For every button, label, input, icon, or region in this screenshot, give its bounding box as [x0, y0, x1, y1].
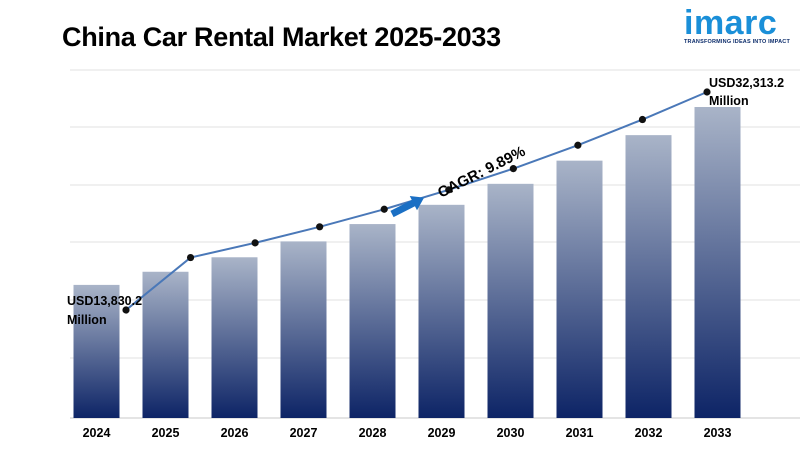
cagr-arrow-icon	[390, 195, 425, 218]
bar-2027	[280, 241, 327, 418]
x-tick-2028: 2028	[359, 426, 387, 440]
trend-point-2026	[251, 239, 259, 247]
logo-wordmark: imarc	[684, 4, 778, 42]
bar-2028	[349, 224, 396, 418]
trend-point-2025	[186, 253, 195, 262]
end-value-label: USD32,313.2	[709, 76, 784, 90]
imarc-logo: imarc TRANSFORMING IDEAS INTO IMPACT	[684, 4, 791, 45]
bar-2030	[487, 183, 534, 418]
x-tick-2032: 2032	[635, 426, 663, 440]
x-tick-2030: 2030	[497, 426, 525, 440]
x-tick-2024: 2024	[83, 426, 111, 440]
x-tick-2025: 2025	[152, 426, 180, 440]
x-axis-ticks: 2024 2025 2026 2027 2028 2029 2030 2031 2032 2033	[83, 426, 732, 440]
x-tick-2026: 2026	[221, 426, 249, 440]
bar-2025	[142, 271, 189, 418]
trend-point-2027	[316, 223, 324, 231]
logo-tagline: TRANSFORMING IDEAS INTO IMPACT	[684, 39, 791, 45]
bar-2031	[556, 160, 603, 419]
bars	[73, 107, 741, 419]
bar-2024	[73, 284, 120, 418]
start-value-label: USD13,830.2	[67, 294, 142, 308]
trend-point-2029	[445, 186, 453, 194]
x-tick-2031: 2031	[566, 426, 594, 440]
trend-point-2030	[509, 165, 517, 173]
bar-2032	[625, 135, 672, 418]
end-value-unit: Million	[709, 94, 749, 108]
chart-title: China Car Rental Market 2025-2033	[62, 22, 501, 52]
bar-2026	[211, 257, 258, 418]
trend-point-2028	[380, 205, 388, 213]
trend-point-2024	[122, 306, 130, 314]
bar-2033	[694, 107, 741, 418]
trend-point-2033	[703, 88, 711, 96]
start-value-unit: Million	[67, 313, 107, 327]
trend-point-2032	[638, 115, 647, 124]
x-tick-2029: 2029	[428, 426, 456, 440]
x-tick-2033: 2033	[704, 426, 732, 440]
trend-point-2031	[574, 141, 582, 149]
x-tick-2027: 2027	[290, 426, 318, 440]
bar-2029	[418, 204, 465, 418]
